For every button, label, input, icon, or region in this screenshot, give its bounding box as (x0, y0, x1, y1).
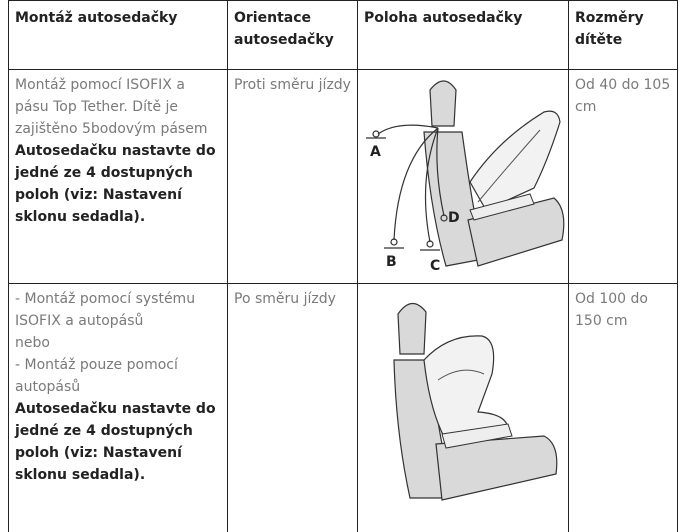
figure-label: C (430, 258, 440, 274)
rear-facing-illustration: A B C D (358, 70, 569, 276)
table: Montáž autosedačky Orientace autosedačky… (8, 0, 678, 532)
mounting-note: Autosedačku nastavte do jedné ze 4 dostu… (15, 398, 221, 486)
page: Montáž autosedačky Orientace autosedačky… (0, 0, 684, 510)
orientation-cell: Po směru jízdy (228, 284, 358, 532)
size-cell: Od 100 do 150 cm (569, 284, 678, 532)
mounting-cell: Montáž pomocí ISOFIX a pásu Top Tether. … (9, 70, 228, 284)
row: Montáž pomocí ISOFIX a pásu Top Tether. … (9, 70, 678, 284)
header-cell: Poloha autosedačky (358, 1, 569, 70)
figure-cell (358, 284, 569, 532)
header-cell: Rozměry dítěte (569, 1, 678, 70)
mounting-text: - Montáž pouze pomocí autopásů (15, 354, 221, 398)
size-cell: Od 40 do 105 cm (569, 70, 678, 284)
mounting-text: nebo (15, 332, 221, 354)
row: - Montáž pomocí systému ISOFIX a autopás… (9, 284, 678, 532)
header-cell: Montáž autosedačky (9, 1, 228, 70)
header-cell: Orientace autosedačky (228, 1, 358, 70)
orientation-cell: Proti směru jízdy (228, 70, 358, 284)
figure-label: B (386, 254, 397, 270)
figure-label: A (370, 144, 381, 160)
mounting-text: Montáž pomocí ISOFIX a pásu Top Tether. … (15, 74, 221, 140)
figure-label: D (448, 210, 460, 226)
mounting-text: - Montáž pomocí systému ISOFIX a autopás… (15, 288, 221, 332)
forward-facing-illustration (358, 284, 569, 524)
mounting-cell: - Montáž pomocí systému ISOFIX a autopás… (9, 284, 228, 532)
mounting-note: Autosedačku nastavte do jedné ze 4 dostu… (15, 140, 221, 228)
figure-cell: A B C D (358, 70, 569, 284)
header-row: Montáž autosedačky Orientace autosedačky… (9, 1, 678, 70)
